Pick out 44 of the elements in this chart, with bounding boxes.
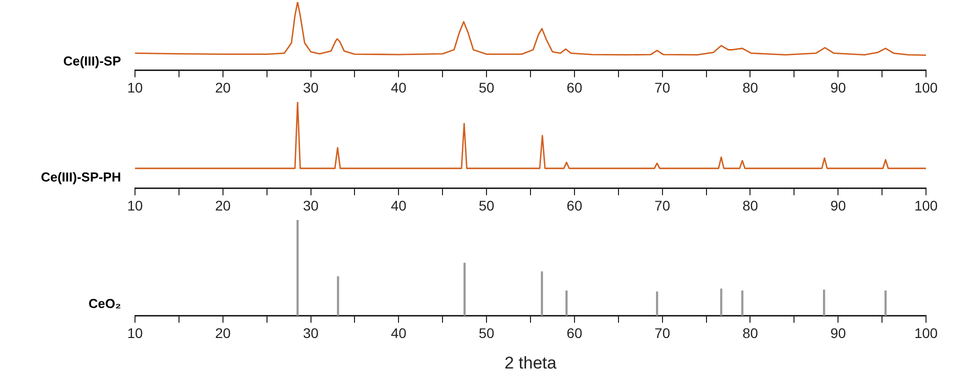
x-tick-label: 60 xyxy=(566,79,582,96)
bar xyxy=(464,262,466,316)
x-tick-label: 20 xyxy=(215,79,231,96)
x-tick-label: 50 xyxy=(478,325,495,342)
text: CeO₂ xyxy=(88,296,122,311)
bar xyxy=(741,290,744,316)
x-tick-label: 30 xyxy=(302,197,319,214)
x-tick-label: 30 xyxy=(302,79,319,96)
x-tick-label: 90 xyxy=(830,79,846,96)
x-tick-label: 80 xyxy=(742,197,758,214)
bar xyxy=(720,288,722,316)
x-tick-label: 60 xyxy=(566,197,582,214)
x-tick-label: 10 xyxy=(127,325,143,342)
bar xyxy=(296,220,299,316)
x-tick-label: 40 xyxy=(390,197,407,214)
x-tick-label: 70 xyxy=(654,325,670,342)
x-tick-label: 30 xyxy=(302,325,319,342)
x-tick-label: 90 xyxy=(830,325,846,342)
x-axis-title: 2 theta xyxy=(504,353,558,372)
x-tick-label: 70 xyxy=(654,79,670,96)
bar xyxy=(822,290,826,316)
bar xyxy=(884,290,887,316)
x-tick-label: 20 xyxy=(215,197,231,214)
x-tick-label: 60 xyxy=(566,325,582,342)
x-tick-label: 10 xyxy=(127,79,143,96)
x-tick-label: 80 xyxy=(742,79,758,96)
x-tick-label: 10 xyxy=(127,197,143,214)
x-tick-label: 70 xyxy=(654,197,670,214)
bar xyxy=(336,276,340,316)
x-tick-label: 100 xyxy=(914,197,938,214)
x-tick-label: 50 xyxy=(478,197,495,214)
series-label: Ce(III)-SP xyxy=(63,54,122,69)
x-tick-label: 80 xyxy=(742,325,758,342)
x-tick-label: 100 xyxy=(914,79,938,96)
x-tick-label: 20 xyxy=(215,325,231,342)
bar xyxy=(656,292,658,316)
x-tick-label: 50 xyxy=(478,79,495,96)
x-tick-label: 40 xyxy=(390,325,407,342)
bar xyxy=(565,290,568,316)
x-tick-label: 40 xyxy=(390,79,407,96)
x-tick-label: 100 xyxy=(914,325,938,342)
x-tick-label: 90 xyxy=(830,197,846,214)
series-label: Ce(III)-SP-PH xyxy=(40,169,121,184)
bar xyxy=(540,271,544,316)
